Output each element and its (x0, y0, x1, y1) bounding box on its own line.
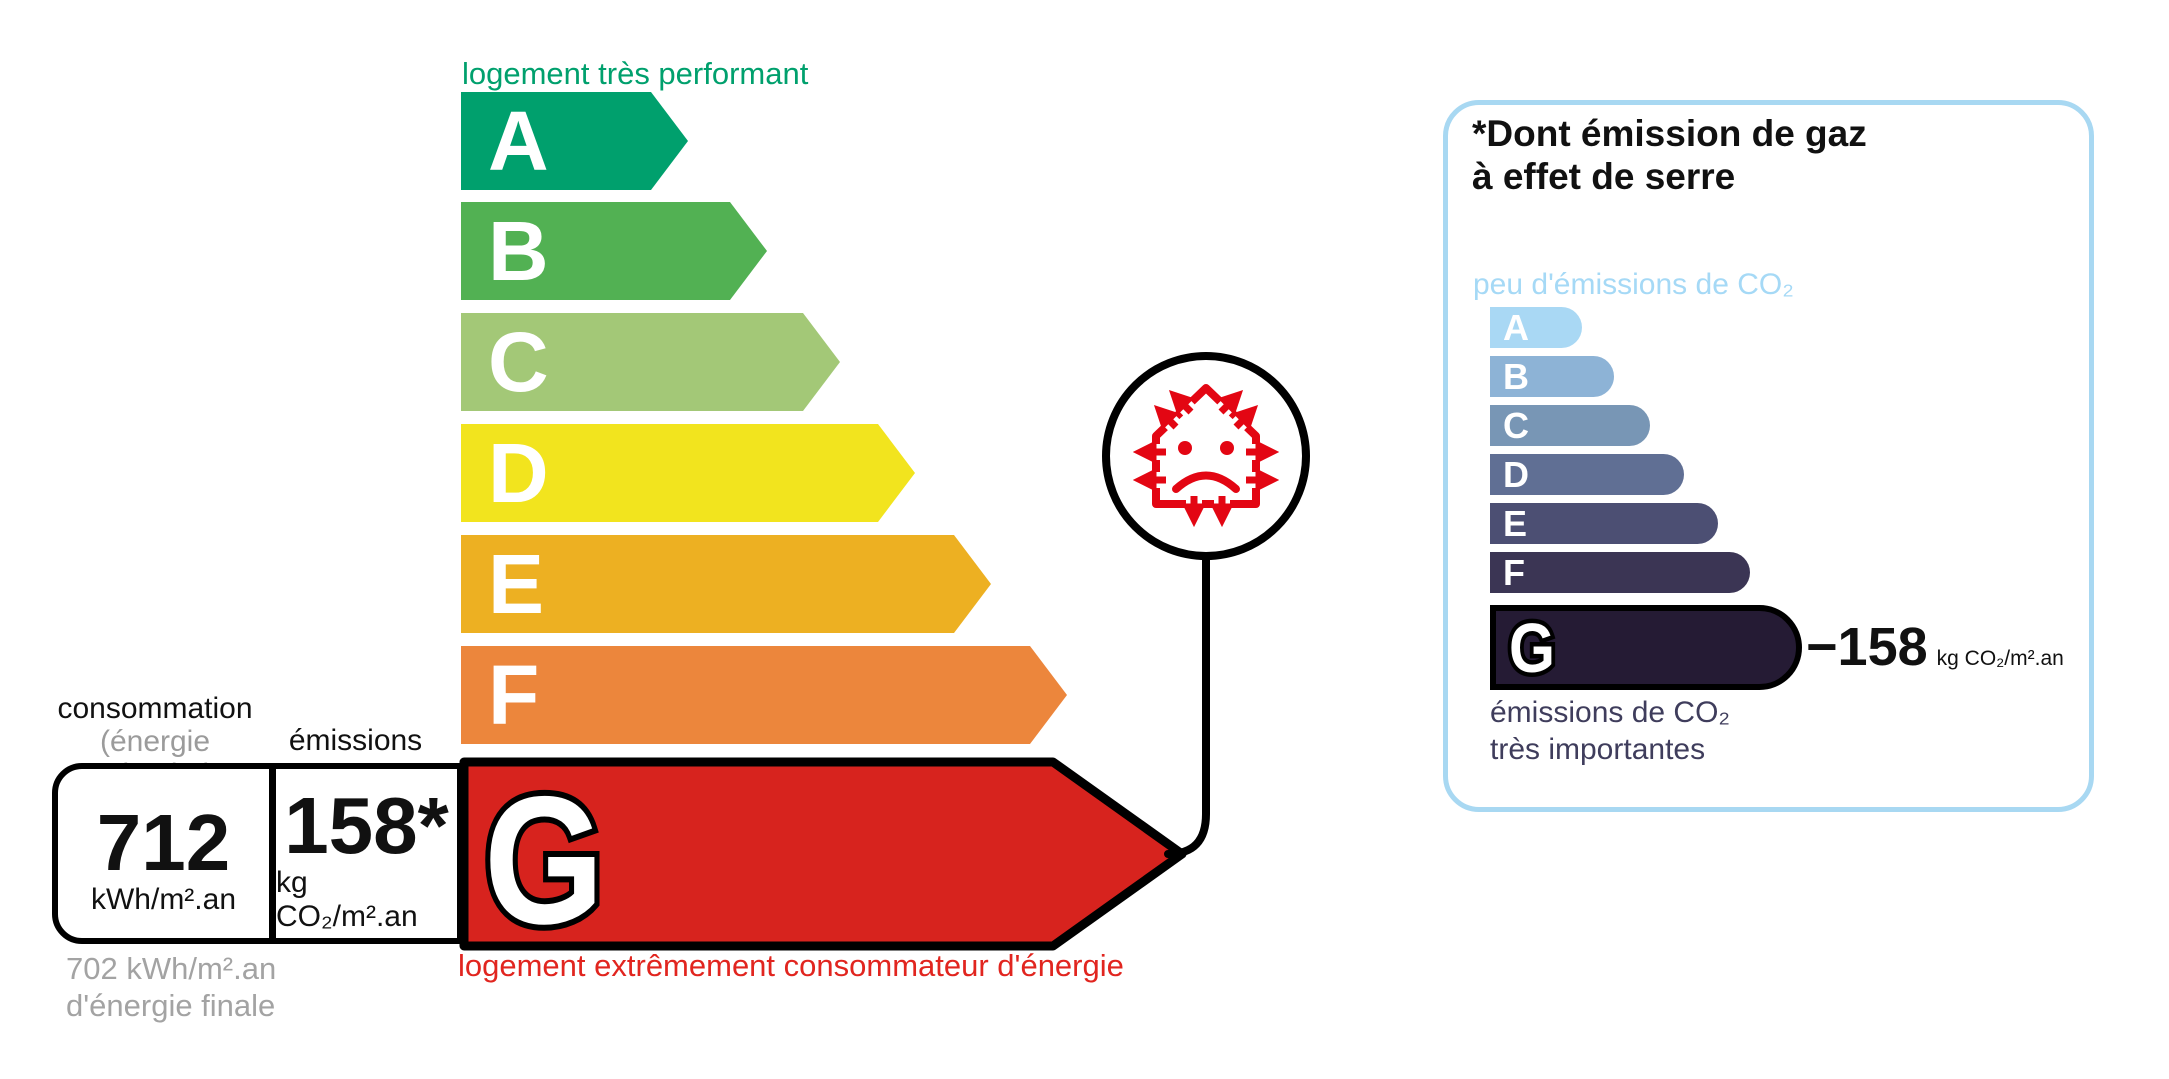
final-energy-line1: 702 kWh/m².an (66, 951, 277, 986)
final-energy-line2: d'énergie finale (66, 988, 276, 1023)
energy-class-g-arrow: G (459, 756, 1187, 952)
energy-class-b-arrow: B (461, 202, 767, 300)
emissions-label: émissions (288, 724, 423, 757)
co2-bottom-label-line2: très importantes (1490, 733, 1706, 766)
co2-class-a-letter: A (1503, 307, 1529, 348)
sad-house-energy-leak-icon (1102, 352, 1310, 560)
co2-class-c-letter: C (1503, 405, 1529, 446)
emissions-value-cell: 158* kg CO₂/m².an (276, 769, 457, 938)
energy-class-c-letter: C (488, 315, 549, 409)
co2-top-label: peu d'émissions de CO₂ (1473, 268, 1794, 301)
energy-top-label: logement très performant (462, 56, 809, 91)
co2-class-f-letter: F (1503, 552, 1525, 593)
energy-class-d-letter: D (488, 426, 549, 520)
co2-class-a-bar: A (1490, 307, 1582, 348)
co2-value: −158 kg CO₂/m².an (1806, 605, 2064, 690)
co2-bottom-label: émissions de CO₂ très importantes (1490, 694, 1730, 768)
consumption-value-cell: 712 kWh/m².an (58, 769, 276, 938)
co2-class-d-bar: D (1490, 454, 1684, 495)
consumption-unit: kWh/m².an (90, 882, 237, 916)
consumption-value: 712 (96, 797, 231, 887)
co2-bottom-label-line1: émissions de CO₂ (1490, 696, 1731, 729)
consumption-label-line1: consommation (57, 692, 253, 725)
co2-class-c-bar: C (1490, 405, 1650, 446)
energy-class-e-arrow: E (461, 535, 991, 633)
co2-panel-title: *Dont émission de gaz à effet de serre (1472, 112, 1867, 198)
emissions-unit: kg CO₂/m².an (276, 865, 418, 933)
sad-face (1172, 441, 1240, 493)
energy-class-a-letter: A (488, 94, 549, 188)
co2-class-b-bar: B (1490, 356, 1614, 397)
emissions-value: 158* (284, 780, 449, 870)
co2-class-f-bar: F (1490, 552, 1750, 593)
co2-class-d-letter: D (1503, 454, 1529, 495)
co2-class-g-letter-svg: G (1505, 610, 1560, 686)
values-box: 712 kWh/m².an 158* kg CO₂/m².an (52, 763, 463, 944)
co2-value-unit: kg CO₂/m².an (1936, 647, 2064, 670)
energy-class-f-arrow: F (461, 646, 1067, 744)
energy-leak-arrows (1132, 389, 1280, 528)
co2-value-number: −158 (1806, 617, 1928, 677)
co2-panel-title-line1: *Dont émission de gaz (1472, 113, 1867, 154)
energy-class-c-arrow: C (461, 313, 840, 411)
energy-class-f-letter: F (488, 648, 540, 742)
energy-class-a-arrow: A (461, 92, 688, 190)
energy-class-g-arrow-shape (459, 757, 1187, 951)
co2-class-g-letter: G (1509, 610, 1555, 686)
energy-class-g-letter: G (484, 758, 604, 952)
co2-class-e-letter: E (1503, 503, 1528, 544)
co2-panel-title-line2: à effet de serre (1472, 156, 1736, 197)
energy-class-e-letter: E (488, 537, 545, 631)
energy-class-b-letter: B (488, 204, 549, 298)
energy-bottom-label: logement extrêmement consommateur d'éner… (458, 948, 1124, 983)
badge-connector-line (1164, 552, 1210, 858)
co2-class-g-bar: G (1490, 605, 1802, 690)
energy-class-d-arrow: D (461, 424, 915, 522)
co2-class-e-bar: E (1490, 503, 1718, 544)
co2-class-b-letter: B (1503, 356, 1529, 397)
final-energy-note: 702 kWh/m².an d'énergie finale (66, 950, 276, 1024)
